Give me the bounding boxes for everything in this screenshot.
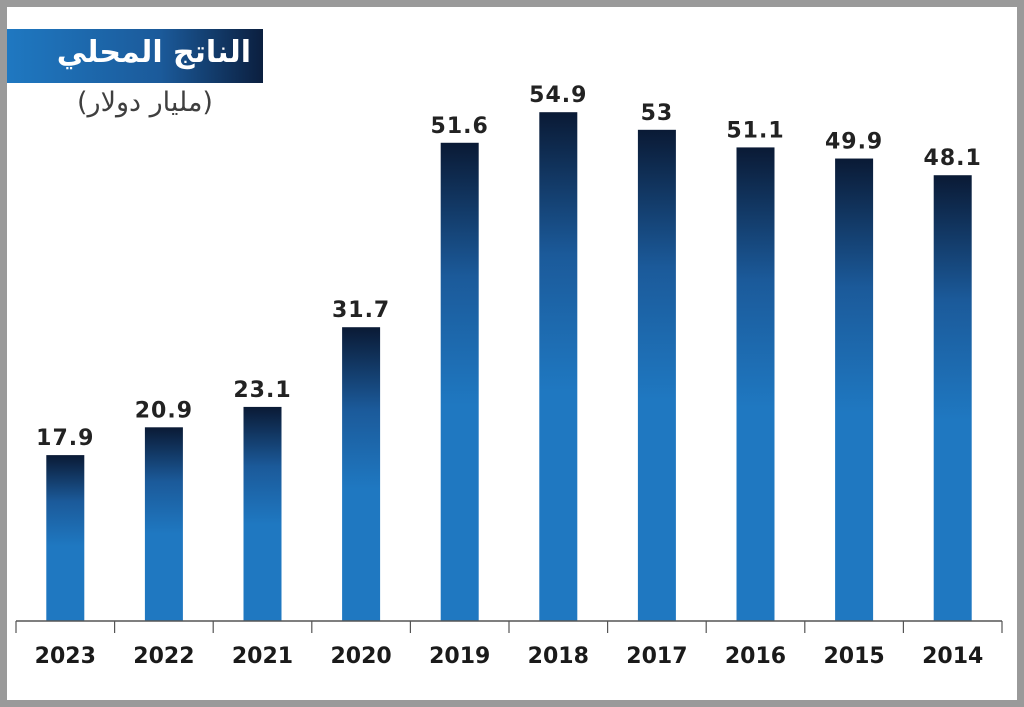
- labels-group: 17.9 2023 20.9 2022 23.1 2021 31.7 2020 51.6 2019…: [35, 83, 984, 669]
- bar-2022: [144, 427, 183, 621]
- category-label: 2015: [823, 644, 884, 669]
- value-label: 49.9: [825, 130, 883, 155]
- chart-title: الناتج المحلي: [56, 35, 251, 70]
- category-label: 2021: [232, 644, 293, 669]
- bar-2016: [736, 147, 775, 621]
- value-label: 17.9: [36, 426, 94, 451]
- category-label: 2022: [133, 644, 194, 669]
- value-label: 20.9: [135, 398, 193, 423]
- value-label: 53: [641, 101, 674, 126]
- bar-2017: [637, 129, 676, 621]
- value-label: 31.7: [332, 298, 390, 323]
- value-label: 51.1: [726, 118, 784, 143]
- value-label: 48.1: [924, 146, 982, 171]
- bar-2020: [342, 327, 381, 621]
- category-label: 2023: [35, 644, 96, 669]
- chart-frame: الناتج المحلي (مليار دولار) 17.9 2023 20.9…: [7, 7, 1017, 700]
- x-axis: [15, 620, 1003, 633]
- category-label: 2018: [528, 644, 589, 669]
- category-label: 2016: [725, 644, 786, 669]
- bar-2021: [243, 406, 282, 621]
- bar-2023: [46, 455, 85, 621]
- bar-chart: 17.9 2023 20.9 2022 23.1 2021 31.7 2020 51.6 2019…: [15, 83, 1003, 669]
- value-label: 54.9: [529, 83, 587, 108]
- bar-2014: [933, 175, 972, 621]
- category-label: 2019: [429, 644, 490, 669]
- value-label: 23.1: [233, 378, 291, 403]
- category-label: 2017: [626, 644, 687, 669]
- title-banner: الناتج المحلي: [7, 29, 263, 83]
- bar-2015: [835, 158, 874, 621]
- category-label: 2014: [922, 644, 983, 669]
- category-label: 2020: [330, 644, 391, 669]
- value-label: 51.6: [431, 114, 489, 139]
- bar-2019: [440, 142, 479, 621]
- bars-group: [46, 112, 972, 621]
- bar-2018: [539, 112, 578, 621]
- chart-subtitle: (مليار دولار): [77, 87, 213, 118]
